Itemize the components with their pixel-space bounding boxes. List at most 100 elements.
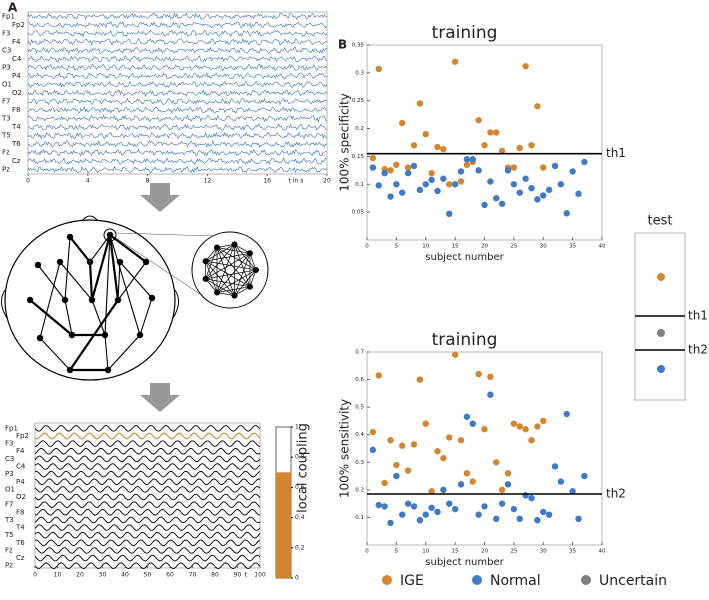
point: [422, 181, 429, 188]
point: [493, 129, 500, 136]
point: [481, 426, 488, 433]
point: [381, 479, 388, 487]
node: [26, 296, 34, 304]
point: [487, 373, 494, 381]
node: [142, 258, 150, 266]
node: [34, 261, 42, 269]
point: [534, 196, 541, 203]
point: [522, 426, 529, 433]
point: [457, 168, 465, 175]
channel-label: F7: [2, 98, 10, 106]
point: [393, 161, 400, 168]
point: [498, 486, 506, 494]
x-tick-label: 16: [263, 178, 271, 185]
eeg-trace: [27, 80, 328, 89]
point: [446, 434, 453, 441]
point: [575, 515, 582, 523]
channel-label: T5: [1, 132, 11, 140]
node: [86, 258, 94, 266]
point: [422, 511, 429, 518]
point: [481, 142, 488, 149]
x-tick-label: 25: [510, 244, 517, 250]
x-tick-label: 25: [510, 549, 517, 555]
point: [434, 508, 441, 516]
point: [487, 391, 494, 398]
x-tick-label: 0: [26, 178, 30, 185]
point: [463, 156, 471, 163]
point: [463, 161, 471, 168]
point: [557, 478, 565, 485]
edge: [88, 261, 94, 301]
point: [381, 169, 388, 177]
point: [528, 494, 535, 502]
point: [446, 181, 453, 188]
channel-label: T3: [4, 516, 14, 524]
ear: [172, 289, 179, 319]
eeg-trace: [27, 37, 327, 46]
osc-trace: [34, 554, 261, 562]
eeg-trace: [28, 123, 327, 131]
point: [416, 186, 424, 194]
osc-trace: [34, 493, 261, 501]
point: [381, 503, 388, 510]
point: [451, 181, 459, 188]
colorbar-tick-label: 0.8: [295, 454, 305, 461]
edge: [107, 334, 141, 371]
point: [428, 504, 435, 511]
edge: [109, 234, 141, 336]
channel-label: Fp2: [12, 21, 25, 29]
x-tick-label: 40: [121, 572, 129, 579]
point: [569, 168, 576, 175]
point: [510, 164, 518, 171]
point: [416, 516, 424, 524]
osc-trace: [34, 478, 261, 486]
x-tick-label: 30: [540, 244, 547, 250]
arrow: [140, 183, 180, 212]
node: [214, 244, 220, 251]
channel-label: T4: [11, 123, 21, 131]
x-tick-label: 20: [323, 178, 331, 185]
edge: [234, 253, 251, 296]
edge: [216, 247, 235, 296]
osc-trace: [34, 516, 261, 524]
point: [557, 181, 565, 188]
edge: [205, 247, 218, 280]
point: [404, 467, 412, 474]
edge: [117, 261, 147, 301]
edge: [64, 236, 71, 301]
point: [498, 147, 506, 155]
point: [387, 167, 394, 174]
point: [516, 423, 523, 430]
colorbar-tick-label: 0: [295, 575, 299, 582]
osc-trace: [34, 432, 261, 440]
point: [493, 459, 500, 466]
channel-label: T3: [1, 115, 11, 123]
point: [440, 175, 447, 182]
point: [493, 195, 500, 202]
edge: [216, 244, 235, 293]
point: [545, 511, 553, 518]
point: [540, 508, 547, 516]
point: [416, 376, 424, 383]
x-tick-label: 50: [144, 572, 152, 579]
x-tick-label: 100: [254, 572, 266, 579]
point: [375, 65, 382, 73]
edge: [91, 299, 106, 336]
legend-marker: [581, 575, 591, 585]
node: [231, 292, 238, 299]
point: [375, 372, 382, 379]
edge: [205, 244, 235, 262]
osc-trace: [34, 539, 261, 547]
point: [428, 488, 435, 495]
channel-label: Fz: [2, 149, 10, 157]
colorbar-tick-label: 0.4: [295, 514, 305, 521]
x-tick-label: 80: [211, 572, 219, 579]
point: [475, 370, 482, 378]
eeg-trace: [27, 21, 328, 29]
edge: [29, 299, 73, 336]
channel-label: T6: [11, 140, 21, 148]
point: [510, 181, 518, 188]
node: [246, 283, 253, 290]
eeg-trace: [27, 55, 327, 63]
point: [563, 210, 570, 217]
